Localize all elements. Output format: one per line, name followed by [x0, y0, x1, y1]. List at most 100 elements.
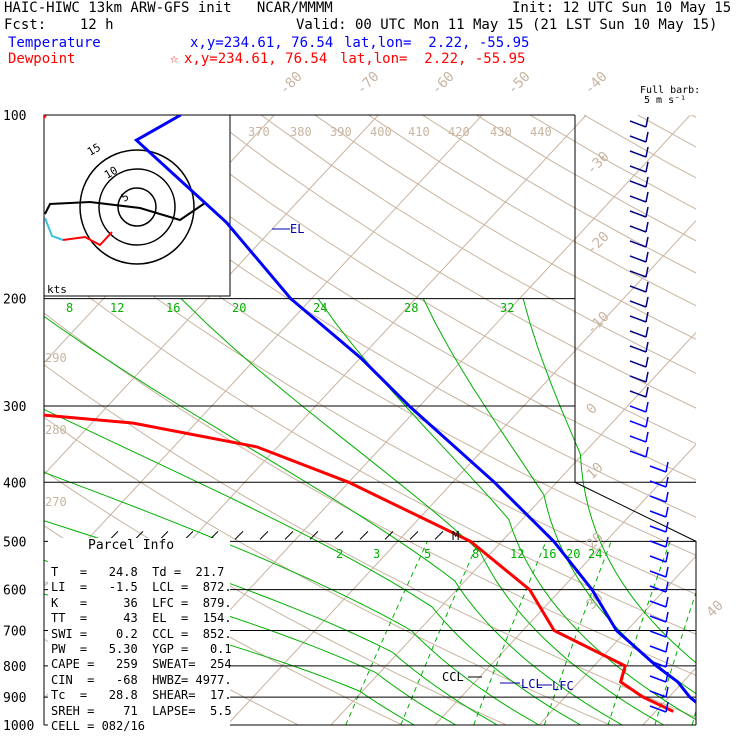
- wind-barb: [645, 416, 649, 428]
- wind-barb: [645, 371, 649, 383]
- wind-barb: [649, 555, 667, 563]
- isotherm-label: -30: [584, 149, 613, 178]
- dewpoint-profile: [44, 115, 674, 713]
- wind-barb: [645, 401, 649, 413]
- temperature-latlon: lat,lon= 2.22, -55.95: [344, 35, 530, 51]
- hodograph-ring-label: 10: [102, 164, 120, 182]
- temperature-legend: Temperature: [8, 35, 101, 51]
- parcel-row: TT = 43 EL = 154.: [51, 611, 232, 626]
- level-tick: [259, 531, 269, 540]
- wind-barb: [649, 615, 667, 623]
- mixing-ratio-label: 3: [373, 547, 380, 561]
- wind-barb: [629, 180, 647, 188]
- wind-barb: [629, 345, 647, 353]
- wind-barb: [645, 191, 649, 203]
- wind-barb: [629, 360, 647, 368]
- wind-barb: [629, 255, 647, 263]
- lfc-label: LFC: [552, 679, 574, 693]
- wind-barb: [649, 705, 667, 713]
- hodograph-ring: [117, 187, 157, 227]
- wind-barb: [645, 206, 649, 218]
- pressure-label: 1000: [3, 719, 34, 734]
- m-label: M: [452, 529, 459, 543]
- wind-barb: [645, 131, 649, 143]
- level-annotations: EL M CCL LCL LFC: [272, 222, 574, 693]
- el-label: EL: [290, 222, 304, 236]
- moist-adiabat-label: 8: [66, 301, 73, 315]
- wind-barb: [665, 701, 669, 713]
- wind-barb: [649, 570, 667, 578]
- moist-adiabat-label: 28: [404, 301, 418, 315]
- level-tick: [409, 531, 419, 540]
- dry-adiabat-label: 420: [448, 125, 470, 139]
- dry-adiabat-label: 410: [408, 125, 430, 139]
- parcel-row: LI = -1.5 LCL = 872.: [51, 580, 232, 595]
- wind-barb: [665, 596, 669, 608]
- isotherm-label: -70: [354, 69, 383, 98]
- right-axis-lower: [574, 481, 697, 725]
- mixing-ratio-label: 24: [588, 547, 602, 561]
- parcel-row: K = 36 LFC = 879.: [51, 595, 232, 610]
- hodograph-trace-low: [44, 217, 64, 241]
- mixing-ratio-line: [473, 541, 547, 725]
- init-time: Init: 12 UTC Sun 10 May 15: [512, 0, 732, 16]
- level-tick: [334, 531, 344, 540]
- pressure-label: 200: [3, 293, 26, 308]
- hodograph-trace-mid: [62, 231, 113, 247]
- parcel-row: Tc = 28.8 SHEAR= 17.: [51, 688, 232, 703]
- level-tick: [359, 531, 369, 540]
- mixing-ratio-line: [400, 541, 479, 725]
- moist-adiabat-label: 24: [313, 301, 327, 315]
- dewpoint-legend: Dewpoint: [8, 51, 76, 67]
- wind-barb: [649, 690, 667, 698]
- parcel-info-title: Parcel Info: [88, 538, 175, 553]
- temperature-xy: x,y=234.61, 76.54: [190, 35, 334, 51]
- level-tick: [234, 531, 244, 540]
- pressure-label: 400: [3, 476, 26, 491]
- dewpoint-xy: x,y=234.61, 76.54: [184, 51, 328, 67]
- wind-barb: [645, 431, 649, 443]
- wind-barb: [665, 491, 669, 503]
- moist-adiabat-line: [180, 298, 665, 725]
- wind-barb: [665, 461, 669, 473]
- wind-barb: [665, 536, 669, 548]
- wind-barb: [645, 296, 649, 308]
- isotherm-label: 10: [584, 460, 607, 483]
- mixing-ratio-line: [691, 708, 696, 725]
- dry-adiabat-line: [44, 261, 696, 635]
- wind-barb: [649, 630, 667, 638]
- isotherm-label: -40: [582, 69, 611, 98]
- wind-barb: [645, 446, 649, 458]
- forecast-hour: Fcst: 12 h: [4, 17, 114, 33]
- pressure-label: 100: [3, 109, 26, 124]
- wind-barb: [629, 300, 647, 308]
- hodograph-ring: [79, 149, 195, 265]
- wind-barb: [645, 326, 649, 338]
- mixing-ratio-label: 20: [566, 547, 580, 561]
- wind-barb: [665, 581, 669, 593]
- wind-barbs: [629, 116, 669, 713]
- barb-units: 5 m s⁻¹: [644, 95, 687, 106]
- dry-adiabat-label: 380: [290, 125, 312, 139]
- wind-barb: [629, 405, 647, 413]
- level-tick: [284, 531, 294, 540]
- wind-barb: [645, 236, 649, 248]
- wind-barb: [629, 375, 647, 383]
- wind-barb: [649, 510, 667, 518]
- wind-barb: [645, 116, 649, 128]
- wind-barb: [649, 495, 667, 503]
- hodograph-trace: [44, 200, 206, 222]
- wind-barb: [665, 686, 669, 698]
- wind-barb: [629, 195, 647, 203]
- dry-adiabat-line: [152, 115, 696, 445]
- dry-adiabat-label: 270: [45, 495, 67, 509]
- hodograph-axis-label: kts: [47, 283, 67, 296]
- parcel-info-panel: Parcel Info T = 24.8 Td = 21.7 LI = -1.5…: [48, 538, 232, 733]
- dewpoint-marker-icon: ☆: [170, 51, 179, 67]
- parcel-row: T = 24.8 Td = 21.7: [51, 565, 225, 579]
- dry-adiabat-line: [260, 115, 696, 374]
- mixing-ratio-line: [345, 541, 428, 725]
- dewpoint-latlon: lat,lon= 2.22, -55.95: [340, 51, 526, 67]
- dry-adiabat-label: 440: [530, 125, 552, 139]
